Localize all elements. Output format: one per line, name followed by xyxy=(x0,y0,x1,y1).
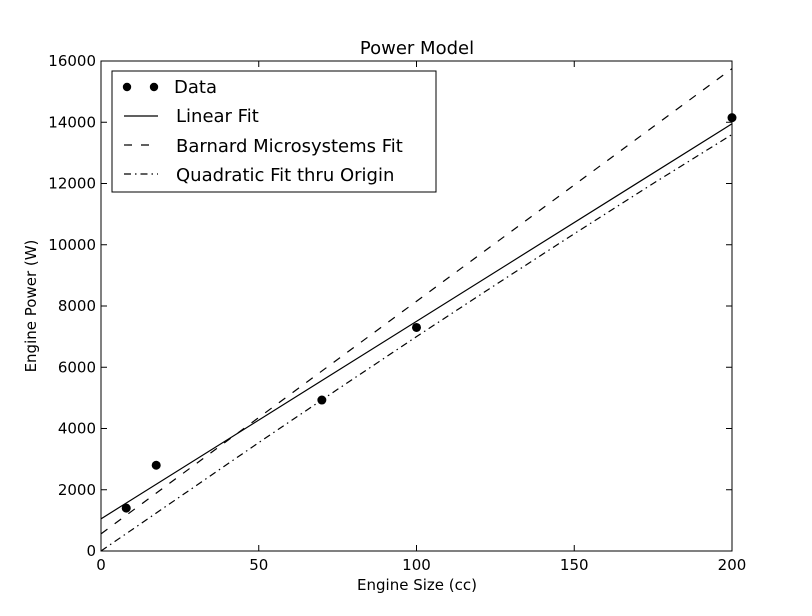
y-axis-label: Engine Power (W) xyxy=(22,240,40,373)
data-point xyxy=(152,461,161,470)
legend-barnard-label: Barnard Microsystems Fit xyxy=(176,136,403,157)
x-tick-label: 0 xyxy=(96,556,106,574)
y-tick-label: 8000 xyxy=(58,297,96,315)
y-tick-label: 0 xyxy=(86,542,96,560)
x-tick-label: 150 xyxy=(560,556,589,574)
y-tick-label: 10000 xyxy=(48,236,96,254)
y-tick-label: 6000 xyxy=(58,358,96,376)
legend-quadratic-label: Quadratic Fit thru Origin xyxy=(176,165,394,186)
data-point xyxy=(122,504,131,513)
chart-title: Power Model xyxy=(360,38,474,59)
legend: Data Linear Fit Barnard Microsystems Fit… xyxy=(112,71,436,192)
y-tick-label: 4000 xyxy=(58,420,96,438)
data-point xyxy=(412,323,421,332)
y-tick-label: 16000 xyxy=(48,52,96,70)
x-tick-label: 200 xyxy=(718,556,747,574)
data-point xyxy=(317,396,326,405)
x-axis-label: Engine Size (cc) xyxy=(357,576,477,594)
legend-data-marker xyxy=(123,83,131,91)
y-tick-label: 2000 xyxy=(58,481,96,499)
x-tick-label: 50 xyxy=(249,556,268,574)
legend-data-marker xyxy=(150,83,158,91)
legend-data-label: Data xyxy=(174,77,217,98)
x-tick-label: 100 xyxy=(402,556,431,574)
legend-linear-label: Linear Fit xyxy=(176,106,259,127)
y-tick-label: 14000 xyxy=(48,113,96,131)
y-tick-label: 12000 xyxy=(48,175,96,193)
